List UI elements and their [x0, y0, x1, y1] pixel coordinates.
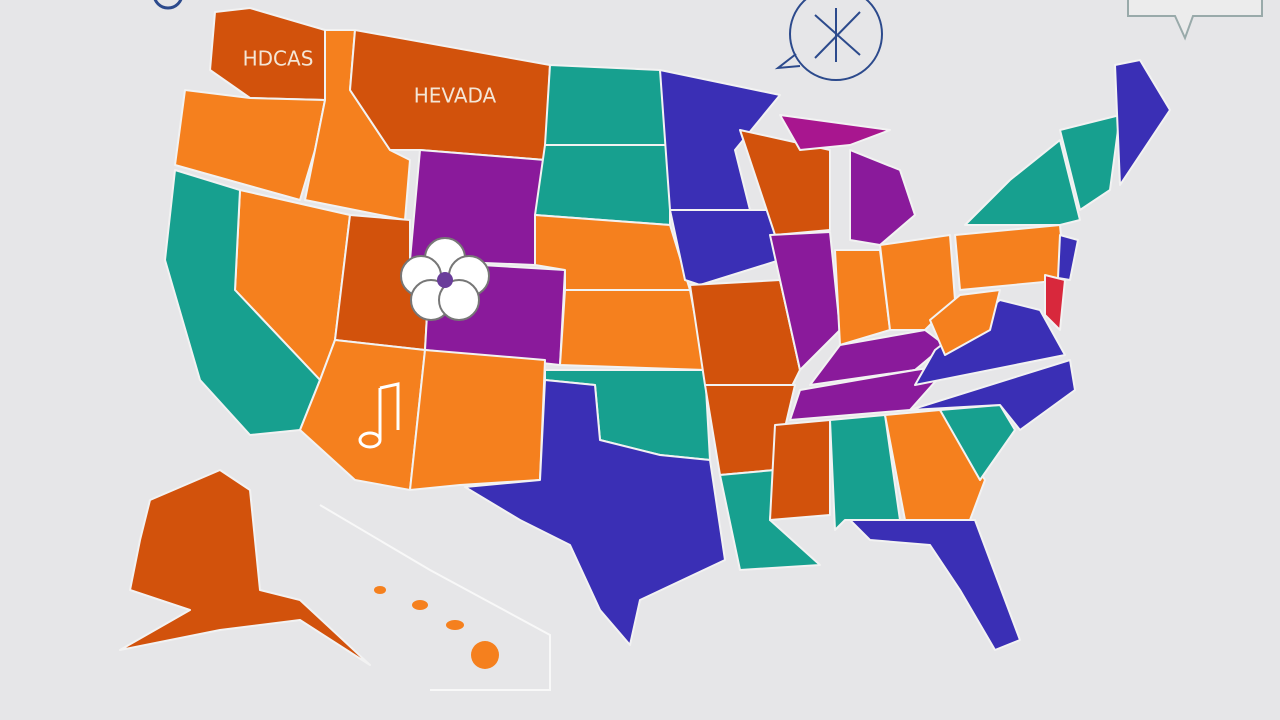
inset-border — [319, 504, 551, 691]
maryland-delaware — [1044, 274, 1066, 331]
texas — [464, 379, 726, 646]
island — [412, 600, 428, 610]
kansas — [559, 289, 706, 371]
new-york — [964, 139, 1081, 226]
island — [374, 586, 386, 594]
new-mexico — [409, 349, 546, 491]
states — [119, 7, 1171, 666]
north-dakota — [544, 64, 671, 146]
georgia — [884, 409, 986, 521]
north-carolina — [909, 359, 1076, 431]
corner-icon — [153, 0, 183, 10]
new-england — [1059, 114, 1121, 211]
florida — [849, 519, 1021, 651]
music-note-icon — [378, 382, 400, 440]
south-dakota — [534, 144, 671, 226]
maine — [1114, 59, 1171, 186]
hibiscus-icon — [400, 237, 490, 321]
state-label: HEVADA — [414, 84, 497, 108]
tennessee — [789, 364, 951, 421]
island — [471, 641, 499, 669]
speech-bubble — [1127, 0, 1263, 41]
mississippi — [769, 419, 831, 521]
michigan-upper — [779, 114, 891, 151]
state-label: HDCAS — [243, 47, 314, 71]
alaska — [119, 469, 371, 666]
michigan — [849, 149, 916, 246]
west-virginia — [929, 289, 1001, 356]
iowa — [669, 209, 781, 286]
hawaii — [374, 586, 499, 669]
compass-icon — [774, 0, 883, 81]
music-note-head — [358, 431, 382, 449]
new-jersey — [1057, 234, 1079, 281]
minnesota — [659, 69, 781, 211]
island — [446, 620, 464, 630]
illinois — [769, 231, 841, 371]
missouri — [689, 279, 801, 391]
